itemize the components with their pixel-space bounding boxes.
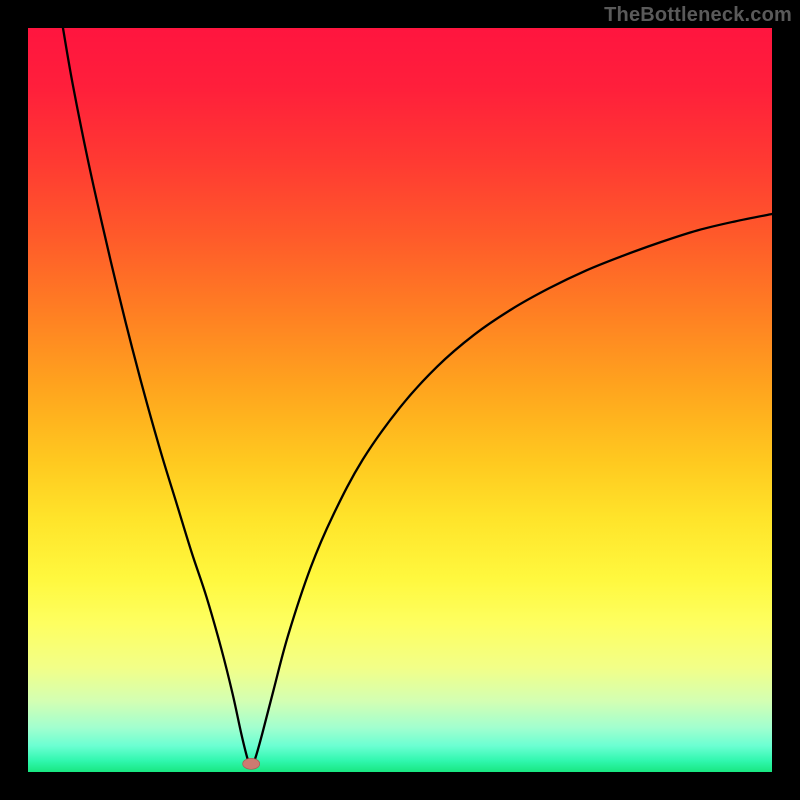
plot-background	[28, 28, 772, 772]
watermark-text: TheBottleneck.com	[604, 4, 792, 27]
bottleneck-chart	[0, 0, 800, 800]
chart-container: TheBottleneck.com	[0, 0, 800, 800]
optimum-marker	[243, 758, 260, 769]
